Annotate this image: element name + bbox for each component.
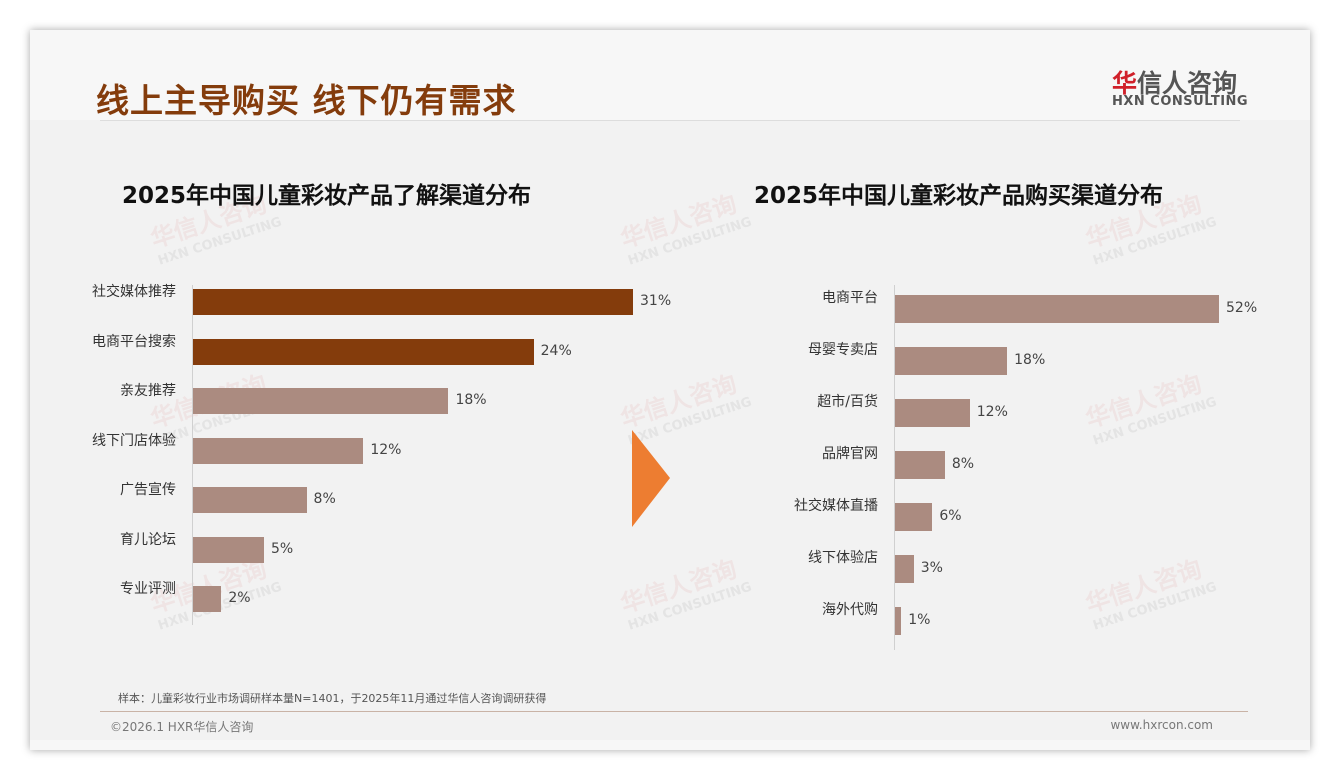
website-url: www.hxrcon.com	[1110, 718, 1213, 732]
data-label: 18%	[455, 392, 487, 408]
copyright: ©2026.1 HXR华信人咨询	[110, 720, 254, 734]
data-label: 8%	[951, 456, 975, 472]
content-area	[30, 120, 1310, 740]
data-label: 12%	[370, 441, 402, 458]
y-axis	[192, 285, 193, 625]
chart-title-left: 2025年中国儿童彩妆产品了解渠道分布	[122, 183, 532, 209]
bar	[895, 399, 970, 427]
slide: 线上主导购买 线下仍有需求 华信人咨询 HXN CONSULTING 华信人咨询…	[30, 30, 1310, 750]
category-label: 品牌官网	[822, 446, 878, 462]
category-label: 母婴专卖店	[808, 342, 878, 358]
logo-en: HXN CONSULTING	[1112, 94, 1249, 109]
category-label: 社交媒体直播	[794, 498, 878, 514]
category-label: 社交媒体推荐	[92, 284, 176, 300]
data-label: 12%	[976, 404, 1008, 420]
bar	[193, 289, 633, 315]
y-axis	[894, 285, 895, 650]
data-label: 6%	[939, 508, 962, 524]
bar	[193, 487, 307, 513]
logo-red-char: 华	[1112, 69, 1138, 98]
category-label: 线下体验店	[808, 550, 878, 566]
data-label: 52%	[1226, 300, 1258, 316]
data-label: 1%	[908, 612, 931, 628]
data-label: 18%	[1014, 352, 1046, 368]
footer-divider	[100, 711, 1248, 712]
bar	[193, 586, 222, 612]
category-label: 育儿论坛	[120, 531, 176, 548]
data-label: 8%	[313, 491, 336, 507]
bar	[895, 555, 914, 583]
category-label: 电商平台搜索	[92, 333, 176, 350]
category-label: 超市/百货	[817, 394, 878, 410]
page-title: 线上主导购买 线下仍有需求	[96, 81, 517, 120]
bar	[895, 295, 1219, 323]
chart-title-right: 2025年中国儿童彩妆产品购买渠道分布	[754, 183, 1164, 209]
logo: 华信人咨询	[1112, 64, 1237, 100]
bar	[193, 338, 534, 365]
bar	[193, 388, 449, 414]
data-label: 24%	[540, 342, 572, 359]
data-label: 2%	[228, 590, 251, 606]
bar	[895, 503, 933, 531]
data-label: 31%	[640, 293, 672, 309]
data-label: 3%	[920, 560, 943, 576]
category-label: 广告宣传	[120, 482, 176, 498]
data-label: 5%	[270, 540, 294, 557]
bar	[895, 451, 945, 479]
category-label: 专业评测	[120, 581, 176, 597]
divider	[100, 120, 1240, 121]
sample-note: 样本：儿童彩妆行业市场调研样本量N=1401，于2025年11月通过华信人咨询调…	[118, 692, 547, 705]
logo-text: 信人咨询	[1137, 69, 1238, 98]
category-label: 电商平台	[822, 290, 878, 306]
category-label: 海外代购	[822, 602, 878, 618]
category-label: 亲友推荐	[120, 383, 176, 399]
arrow-right-icon	[632, 430, 670, 527]
category-label: 线下门店体验	[92, 432, 176, 449]
bar	[895, 347, 1008, 375]
bar	[895, 607, 902, 635]
bar	[193, 437, 364, 464]
bar	[193, 536, 264, 563]
